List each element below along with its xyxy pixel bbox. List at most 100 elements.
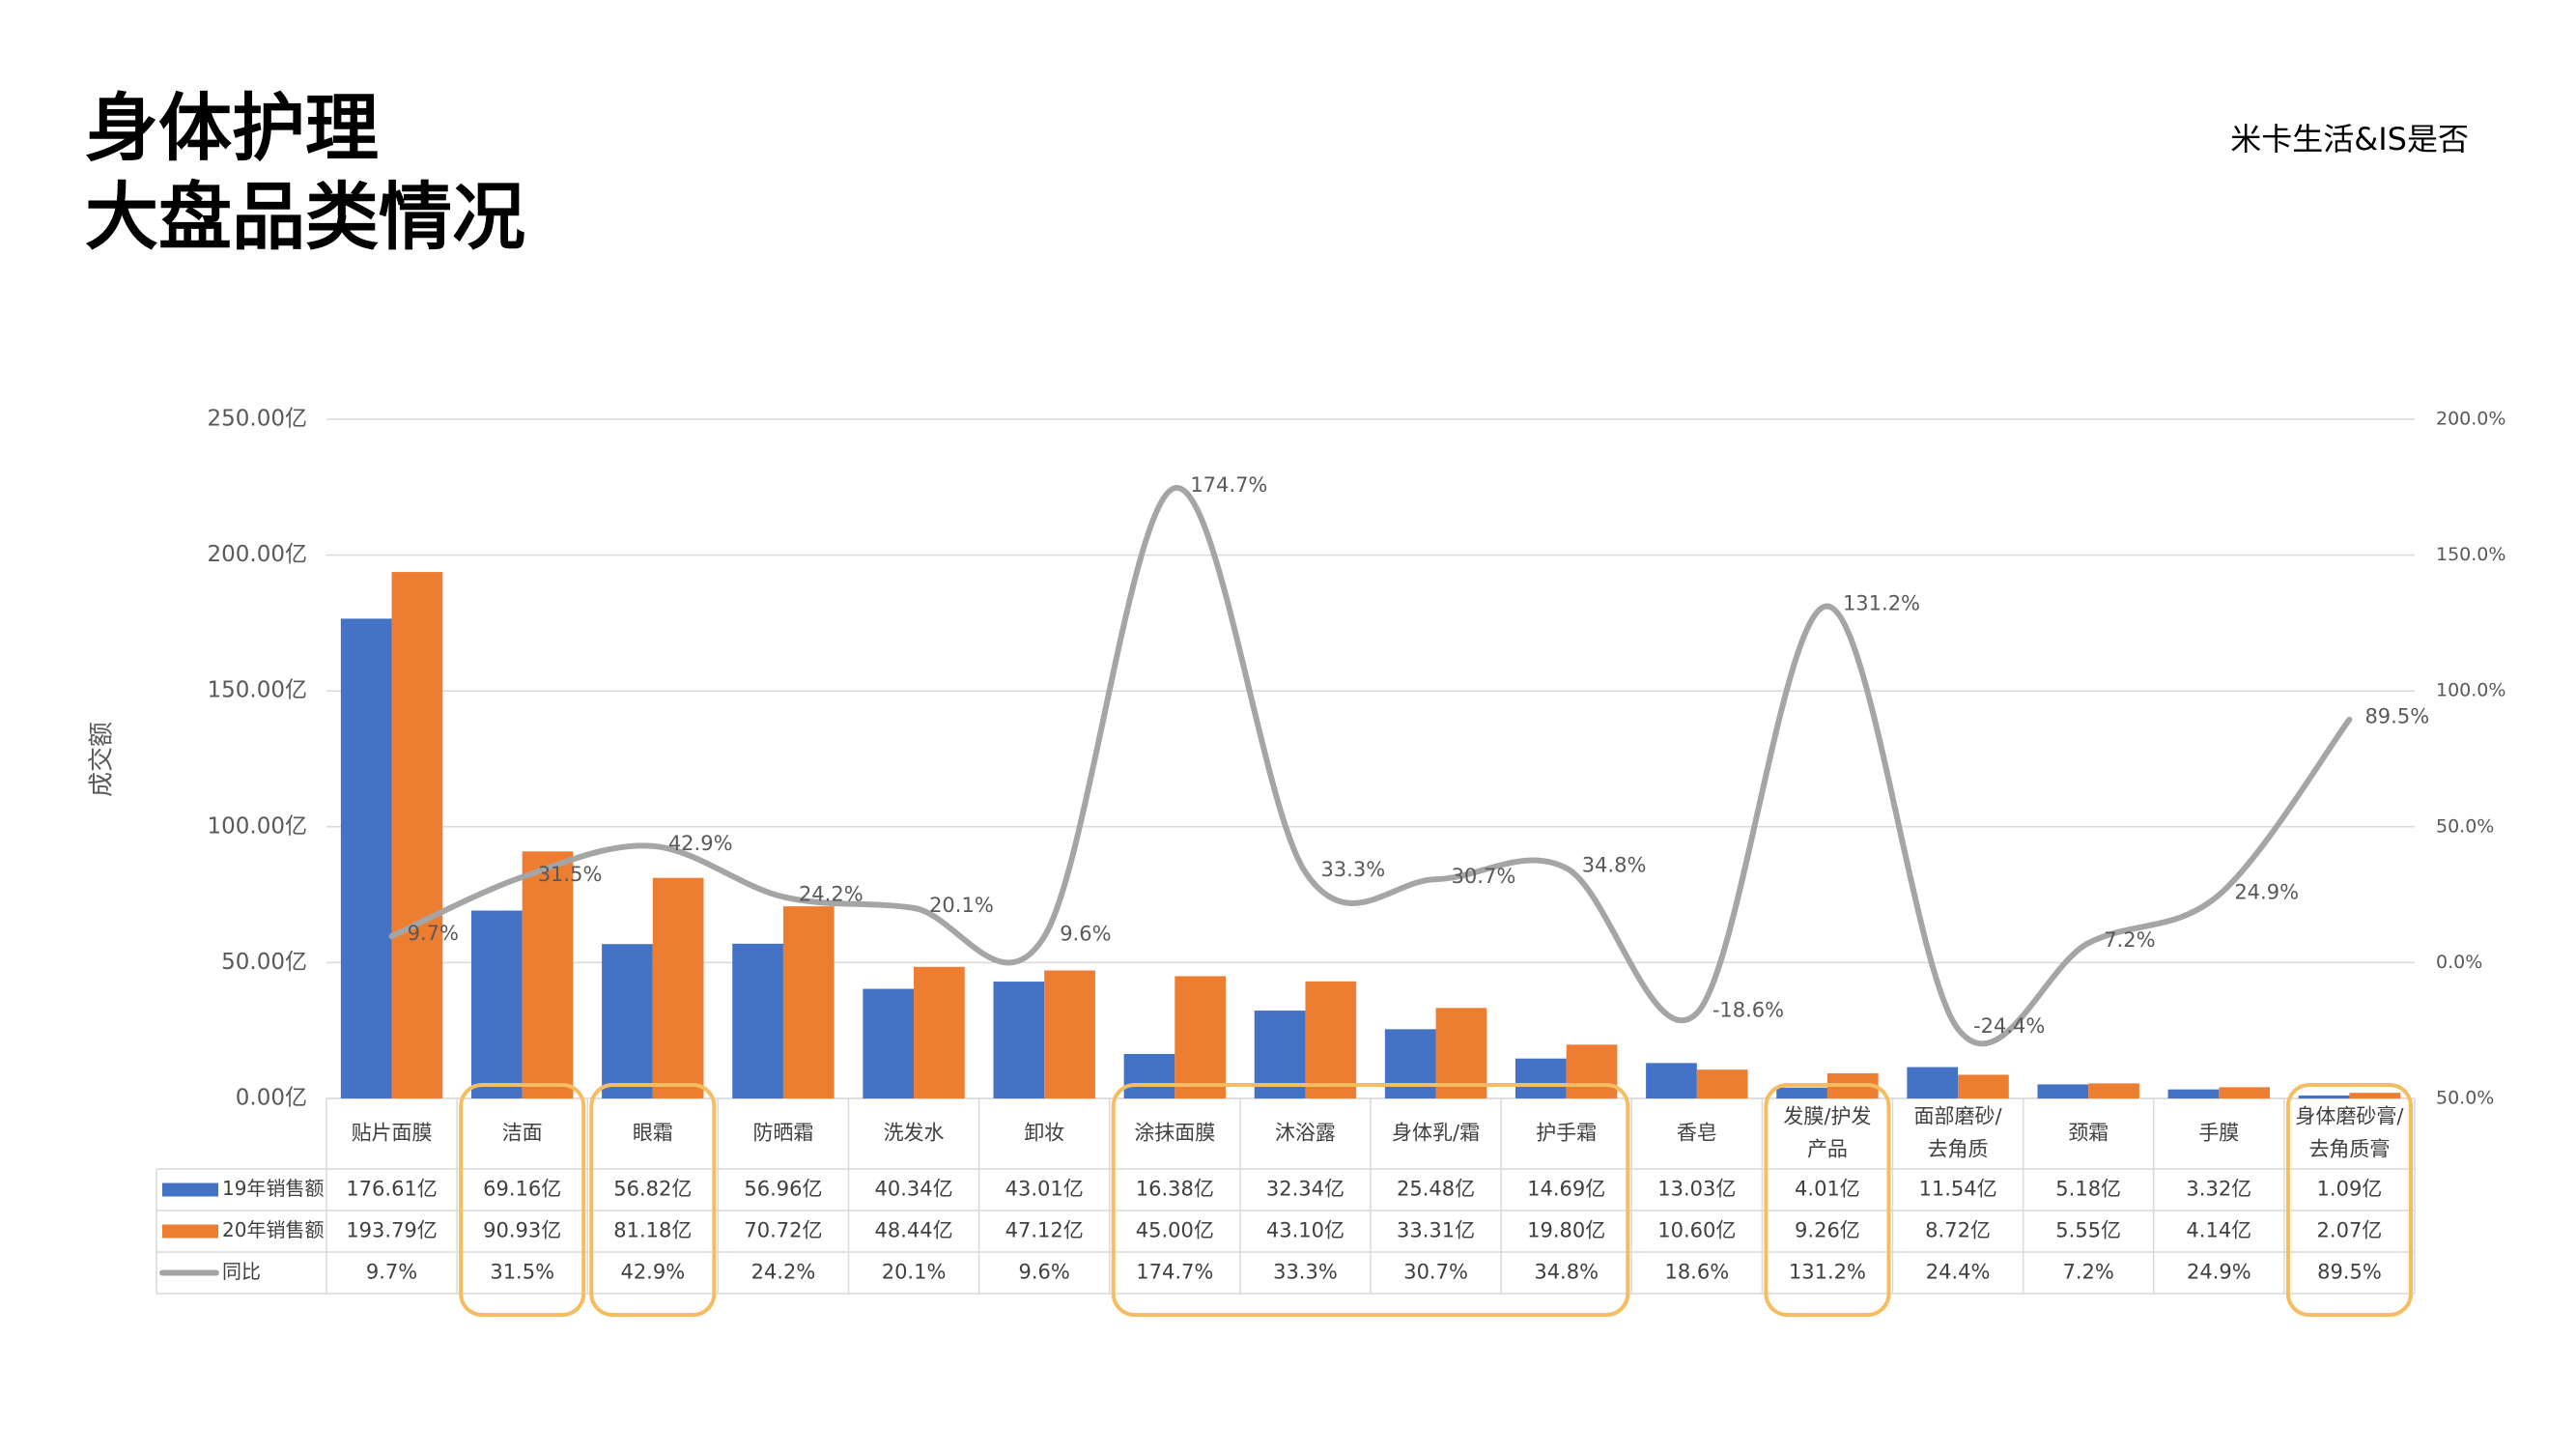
table-cell: 24.2% xyxy=(751,1261,816,1284)
table-cell: 70.72亿 xyxy=(744,1219,822,1242)
x-tick-label: 沐浴露 xyxy=(1275,1122,1336,1145)
data-label: 89.5% xyxy=(2364,705,2429,728)
y-tick-label: 50.00亿 xyxy=(221,950,307,975)
bar xyxy=(2349,1093,2401,1098)
bar xyxy=(2219,1087,2271,1098)
bar xyxy=(1907,1067,1959,1098)
table-cell: 30.7% xyxy=(1403,1261,1468,1284)
data-label: 9.6% xyxy=(1060,922,1111,945)
x-tick-label: 洗发水 xyxy=(884,1122,945,1145)
x-tick-label: 身体磨砂膏/去角质膏 xyxy=(2295,1105,2404,1161)
table-cell: 48.44亿 xyxy=(875,1219,953,1242)
data-label: 42.9% xyxy=(668,832,733,855)
table-cell: 33.3% xyxy=(1273,1261,1338,1284)
x-tick-label: 身体乳/霜 xyxy=(1392,1122,1480,1145)
x-tick-label: 发膜/护发产品 xyxy=(1783,1105,1871,1161)
highlight-box xyxy=(459,1083,586,1317)
bar xyxy=(470,910,523,1098)
highlight-box xyxy=(1111,1083,1630,1317)
table-cell: 3.32亿 xyxy=(2186,1178,2251,1201)
table-cell: 40.34亿 xyxy=(875,1178,953,1201)
x-tick-label: 眼霜 xyxy=(633,1122,673,1145)
bar xyxy=(1514,1058,1567,1098)
y2-tick-label: 100.0% xyxy=(2436,680,2505,701)
data-label: 31.5% xyxy=(538,863,603,886)
table-cell: 9.26亿 xyxy=(1795,1219,1860,1242)
table-cell: 47.12亿 xyxy=(1005,1219,1084,1242)
y-tick-label: 150.00亿 xyxy=(208,678,307,703)
highlight-box xyxy=(1764,1083,1891,1317)
table-cell: 69.16亿 xyxy=(483,1178,561,1201)
table-cell: 18.6% xyxy=(1664,1261,1729,1284)
bar xyxy=(522,851,574,1098)
subtitle: 大盘品类情况 xyxy=(85,174,525,260)
table-cell: 32.34亿 xyxy=(1266,1178,1345,1201)
data-label: 131.2% xyxy=(1843,591,1920,614)
table-cell: 24.4% xyxy=(1926,1261,1991,1284)
table-cell: 56.96亿 xyxy=(744,1178,822,1201)
x-tick-label: 香皂 xyxy=(1677,1122,1717,1145)
y2-tick-label: 50.0% xyxy=(2436,815,2494,837)
table-cell: 193.79亿 xyxy=(346,1219,437,1242)
table-cell: 8.72亿 xyxy=(1925,1219,1991,1242)
data-label: 34.8% xyxy=(1582,854,1647,877)
table-cell: 19.80亿 xyxy=(1527,1219,1605,1242)
table-cell: 176.61亿 xyxy=(346,1178,437,1201)
y-tick-label: 200.00亿 xyxy=(208,542,307,567)
bar xyxy=(1123,1053,1175,1098)
legend-label: 同比 xyxy=(222,1260,261,1283)
table-cell: 131.2% xyxy=(1789,1261,1866,1284)
table-cell: 56.82亿 xyxy=(613,1178,692,1201)
table-cell: 81.18亿 xyxy=(613,1219,692,1242)
data-label: 9.7% xyxy=(408,922,459,945)
line xyxy=(388,485,2353,1047)
table-cell: 89.5% xyxy=(2317,1261,2382,1284)
table-cell: 33.31亿 xyxy=(1397,1219,1475,1242)
data-label: 7.2% xyxy=(2104,928,2155,952)
bar xyxy=(1305,981,1357,1098)
y2-tick-label: 0.0% xyxy=(2436,952,2482,973)
bar xyxy=(602,944,653,1098)
bar xyxy=(2037,1084,2089,1098)
x-tick-label: 手膜 xyxy=(2198,1122,2239,1145)
bar xyxy=(1646,1063,1697,1098)
table-cell: 45.00亿 xyxy=(1136,1219,1214,1242)
x-tick-label: 贴片面膜 xyxy=(352,1122,433,1145)
table-cell: 4.01亿 xyxy=(1795,1178,1860,1201)
highlight-box xyxy=(589,1083,717,1317)
highlight-box xyxy=(2285,1083,2413,1317)
data-label: -18.6% xyxy=(1713,999,1784,1022)
x-tick-label: 卸妆 xyxy=(1024,1122,1064,1145)
bar xyxy=(732,943,783,1098)
legend-label: 19年销售额 xyxy=(222,1177,324,1200)
bar xyxy=(1384,1029,1436,1098)
table-cell: 7.2% xyxy=(2063,1261,2114,1284)
brand: 米卡生活&IS是否 xyxy=(2230,121,2469,157)
data-label: 24.2% xyxy=(799,882,863,905)
y2-tick-label: 200.0% xyxy=(2436,409,2505,430)
title: 身体护理 xyxy=(85,85,379,171)
x-tick-label: 涂抹面膜 xyxy=(1134,1122,1215,1145)
legend-swatch xyxy=(162,1224,218,1239)
bar xyxy=(1044,970,1095,1098)
table-cell: 90.93亿 xyxy=(483,1219,561,1242)
data-label: 30.7% xyxy=(1452,865,1516,888)
bar xyxy=(1958,1074,2009,1098)
table-cell: 4.14亿 xyxy=(2186,1219,2251,1242)
bar xyxy=(1776,1087,1827,1098)
table-cell: 43.01亿 xyxy=(1005,1178,1084,1201)
y-tick-label: 100.00亿 xyxy=(208,813,307,839)
bar xyxy=(391,572,443,1098)
bar xyxy=(340,618,392,1098)
bar xyxy=(863,988,915,1098)
table-cell: 174.7% xyxy=(1136,1261,1213,1284)
table-cell: 9.6% xyxy=(1019,1261,1070,1284)
table-cell: 10.60亿 xyxy=(1657,1219,1736,1242)
table-cell: 34.8% xyxy=(1534,1261,1599,1284)
table-cell: 24.9% xyxy=(2187,1261,2251,1284)
bar xyxy=(1696,1069,1748,1098)
bar xyxy=(914,966,965,1098)
table-cell: 5.18亿 xyxy=(2055,1178,2121,1201)
table-cell: 5.55亿 xyxy=(2055,1219,2121,1242)
